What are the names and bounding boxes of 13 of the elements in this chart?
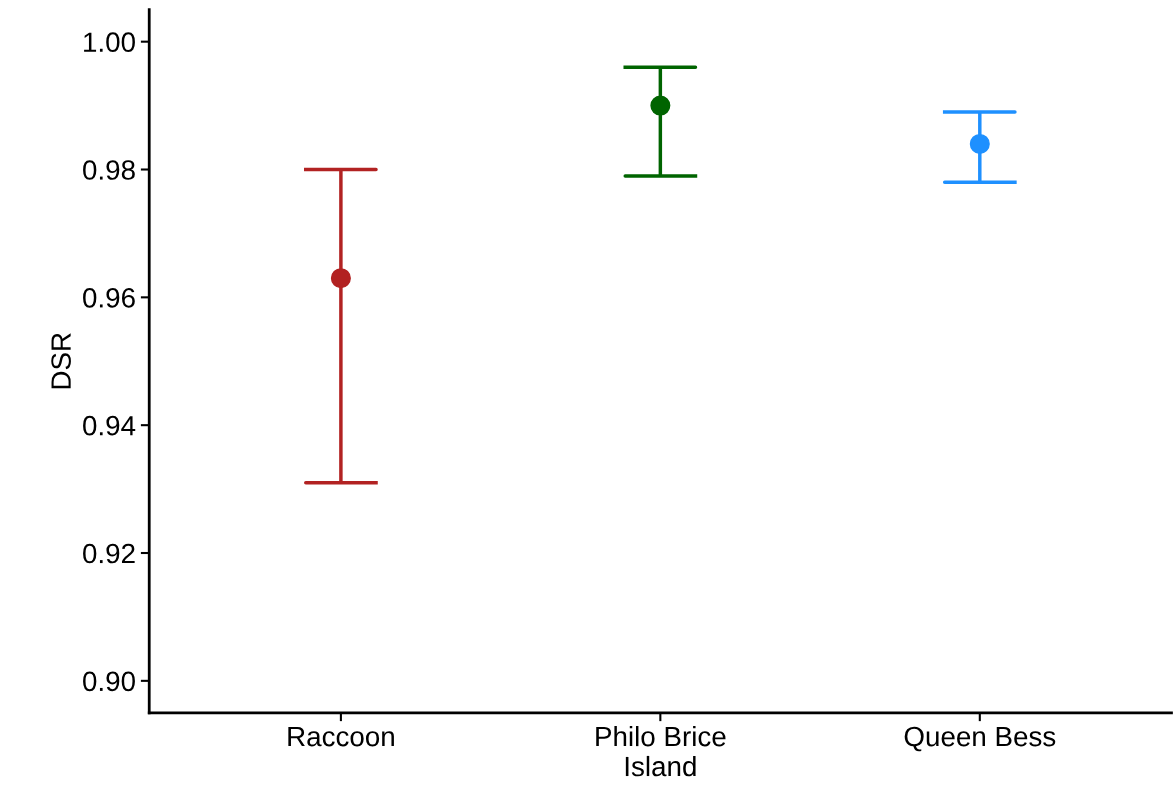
- y-tick-label: 0.90: [83, 671, 135, 692]
- y-tick-label: 0.92: [83, 543, 135, 564]
- point: [330, 268, 351, 289]
- point: [969, 133, 990, 154]
- point: [650, 95, 671, 116]
- y-tick-label: 0.96: [83, 288, 135, 308]
- y-tick-label: 1.00: [84, 32, 135, 53]
- y-tick-label: 0.94: [83, 415, 136, 436]
- x-tick-label: Philo Brice Island: [596, 725, 726, 777]
- y-axis-title: DSR: [51, 333, 71, 389]
- x-tick-label: Queen Bess: [904, 726, 1056, 752]
- y-tick-label: 0.98: [83, 160, 135, 180]
- x-tick-label: Raccoon: [288, 727, 394, 747]
